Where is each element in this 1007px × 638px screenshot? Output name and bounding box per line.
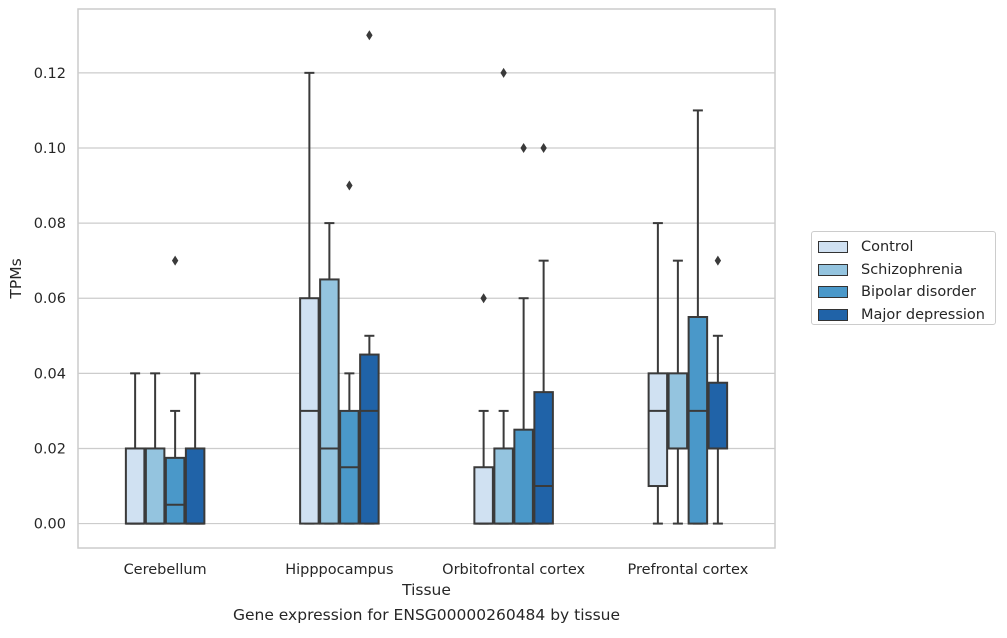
legend-swatch-bipolar-disorder (818, 286, 848, 299)
legend-swatch-control (818, 241, 848, 254)
outlier-bipolar-disorder (346, 180, 353, 191)
box-schizophrenia (144, 447, 166, 525)
outlier-major-depression (540, 142, 547, 153)
x-axis-label: Tissue (401, 581, 451, 599)
box-schizophrenia (319, 278, 340, 525)
legend-item-schizophrenia: Schizophrenia (818, 259, 995, 282)
legend-swatch-major-depression (818, 308, 848, 321)
legend-label-bipolar-disorder: Bipolar disorder (861, 284, 976, 301)
legend-swatch-schizophrenia (818, 263, 848, 276)
y-tick-label: 0.02 (34, 441, 66, 457)
box-major-depression (707, 381, 729, 450)
chart-caption: Gene expression for ENSG00000260484 by t… (232, 606, 621, 624)
box-schizophrenia (667, 372, 689, 450)
x-tick-label: Orbitofrontal cortex (442, 562, 585, 578)
y-tick-label: 0.06 (34, 291, 66, 307)
outlier-bipolar-disorder (520, 142, 527, 153)
box-control (124, 447, 146, 525)
outlier-major-depression (714, 255, 722, 266)
box-major-depression (533, 391, 554, 525)
outlier-major-depression (366, 30, 373, 41)
y-tick-label: 0.12 (34, 66, 66, 82)
box-major-depression (184, 447, 206, 525)
plot-frame (77, 8, 776, 549)
box-bipolar-disorder (513, 428, 534, 525)
box-bipolar-disorder (164, 456, 186, 525)
box-major-depression (359, 353, 380, 525)
y-tick-label: 0.08 (34, 216, 66, 232)
x-tick-label: Hipppocampus (285, 562, 393, 578)
y-tick-label: 0.04 (34, 366, 66, 382)
box-control (473, 466, 494, 525)
box-control (647, 372, 669, 488)
y-axis-label: TPMs (7, 258, 25, 299)
legend-item-bipolar-disorder: Bipolar disorder (818, 281, 995, 304)
x-tick-label: Cerebellum (124, 562, 207, 578)
legend-item-major-depression: Major depression (818, 304, 995, 327)
y-tick-label: 0.10 (34, 141, 66, 157)
legend-label-major-depression: Major depression (861, 306, 985, 323)
legend: Control Schizophrenia Bipolar disorder M… (811, 231, 996, 325)
legend-item-control: Control (818, 236, 995, 259)
box-schizophrenia (493, 447, 514, 525)
box-bipolar-disorder (687, 316, 709, 525)
y-tick-label: 0.00 (34, 517, 66, 533)
x-tick-label: Prefrontal cortex (627, 562, 748, 578)
legend-label-control: Control (861, 239, 914, 256)
legend-label-schizophrenia: Schizophrenia (861, 261, 963, 278)
outlier-control (480, 293, 487, 304)
outlier-schizophrenia (500, 67, 507, 78)
outlier-bipolar-disorder (171, 255, 179, 266)
